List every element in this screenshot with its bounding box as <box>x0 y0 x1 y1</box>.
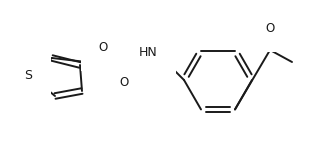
Text: O: O <box>98 40 108 54</box>
Text: N: N <box>140 45 149 59</box>
Text: O: O <box>265 21 275 35</box>
Text: S: S <box>108 59 116 72</box>
Text: S: S <box>24 68 32 82</box>
Text: O: O <box>119 76 129 88</box>
Text: HN: HN <box>138 45 157 59</box>
Text: H: H <box>148 45 156 59</box>
